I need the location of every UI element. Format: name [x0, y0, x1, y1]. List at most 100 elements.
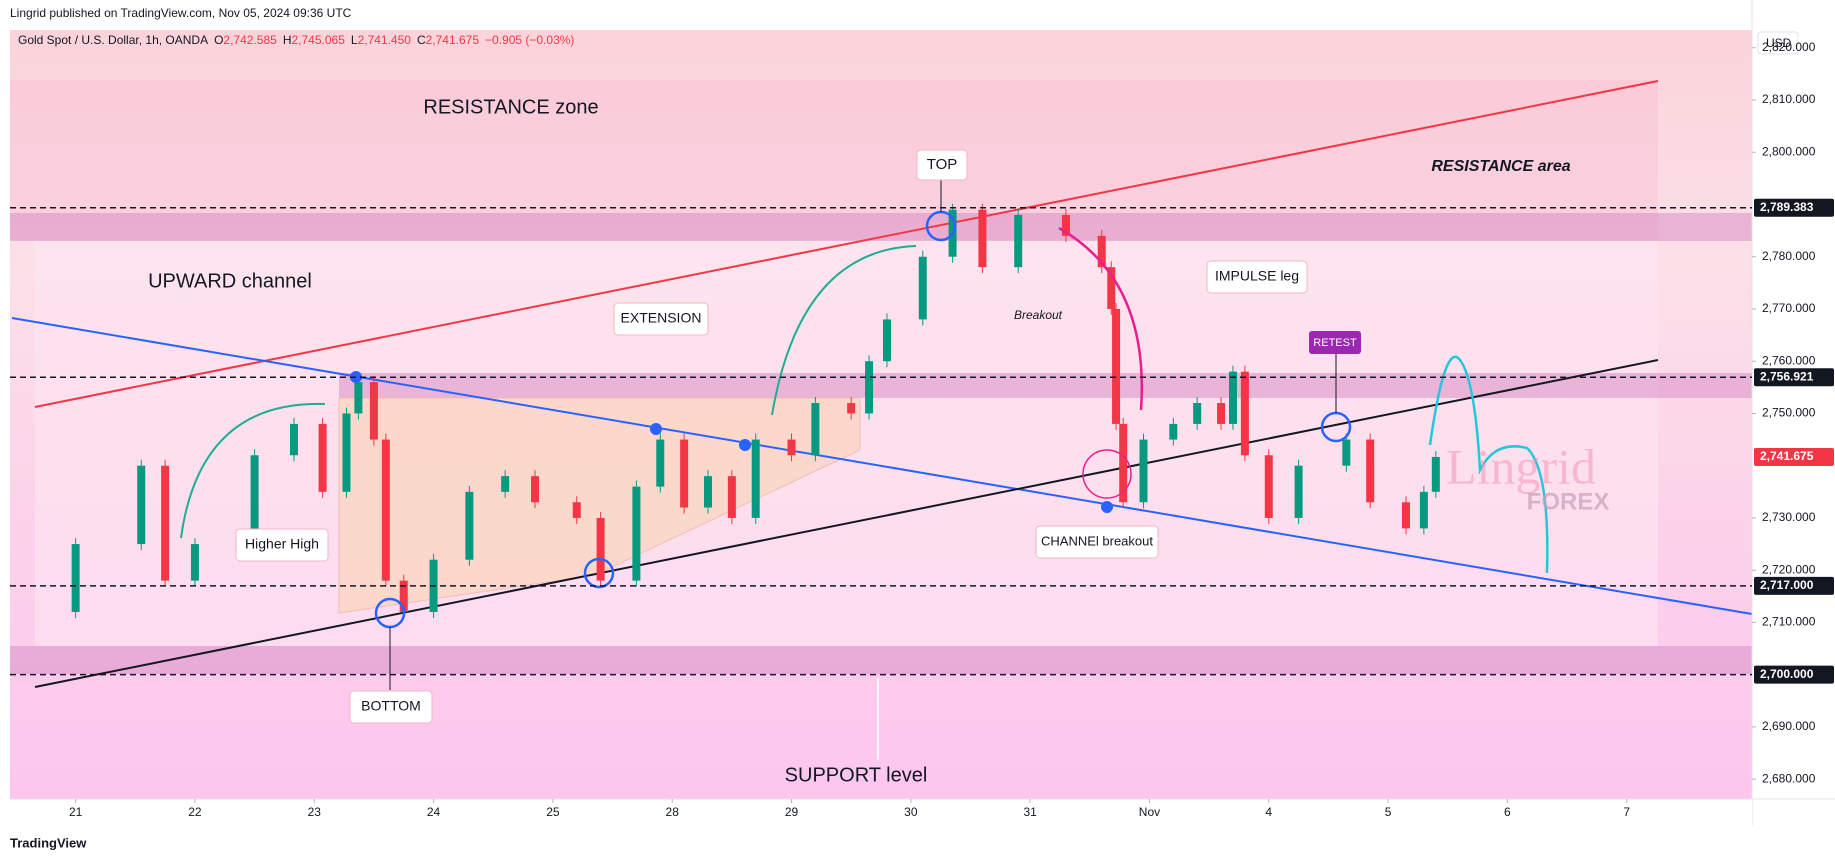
- annotation: EXTENSION: [621, 310, 702, 326]
- header-field: O: [214, 33, 223, 47]
- candle: [369, 382, 378, 440]
- candle: [1193, 403, 1202, 424]
- annotation: Breakout: [1014, 308, 1063, 322]
- y-tick-label: 2,770.000: [1762, 301, 1816, 315]
- candle: [1107, 267, 1116, 309]
- header-field: 2,742.585: [223, 33, 277, 47]
- candle: [632, 486, 641, 581]
- projection: [1428, 355, 1549, 574]
- header-field: L: [351, 33, 358, 47]
- candle: [847, 403, 856, 414]
- label-box: [1206, 260, 1308, 294]
- candle: [811, 403, 820, 456]
- x-tick-label: 6: [1504, 805, 1511, 819]
- candle: [727, 476, 736, 518]
- label-box: [235, 528, 329, 562]
- candle: [1139, 439, 1148, 503]
- level-tag: [1754, 576, 1834, 595]
- channel-line: [11, 317, 1753, 615]
- candle: [1119, 423, 1128, 503]
- x-tick-label: 31: [1023, 805, 1037, 819]
- x-tick-label: 24: [427, 805, 441, 819]
- y-tick-label: 2,730.000: [1762, 510, 1816, 524]
- candle: [787, 439, 796, 456]
- candle: [572, 502, 581, 518]
- dot: [739, 439, 751, 451]
- candle: [354, 382, 363, 414]
- currency-box: [1757, 31, 1799, 55]
- annotation: UPWARD channel: [148, 270, 312, 292]
- x-tick-label: 22: [188, 805, 202, 819]
- header-field: 2,745.065: [291, 33, 345, 47]
- y-tick-label: 2,710.000: [1762, 615, 1816, 629]
- level-tag: [1754, 368, 1834, 387]
- candle: [137, 465, 146, 545]
- header-field: H: [283, 33, 292, 47]
- level-label: 2,789.383: [1760, 200, 1814, 214]
- annotation: RESISTANCE area: [1431, 158, 1570, 175]
- dot: [1101, 501, 1113, 513]
- x-tick-label: 7: [1623, 805, 1630, 819]
- x-tick-label: 4: [1265, 805, 1272, 819]
- candle: [1264, 455, 1273, 518]
- candle: [1342, 439, 1351, 466]
- annotation: IMPULSE leg: [1215, 268, 1299, 284]
- y-tick-label: 2,720.000: [1762, 562, 1816, 576]
- label-box: [1035, 525, 1159, 559]
- label-box: [916, 149, 968, 181]
- publisher: Lingrid published on TradingView.com, No…: [10, 6, 352, 20]
- annotation: BOTTOM: [361, 698, 421, 714]
- y-tick-label: 2,780.000: [1762, 249, 1816, 263]
- level-label: 2,717.000: [1760, 578, 1814, 592]
- header-field: C: [417, 33, 426, 47]
- resistance-line: [34, 80, 1659, 408]
- candle: [342, 413, 351, 492]
- candle: [1294, 465, 1303, 518]
- candle: [1431, 456, 1440, 492]
- x-tick-label: 30: [904, 805, 918, 819]
- support-trend: [34, 359, 1659, 688]
- candle: [703, 476, 712, 508]
- label-box: [1309, 331, 1361, 354]
- candle: [918, 256, 927, 320]
- watermark: Lingrid: [1446, 438, 1596, 494]
- label-box: [349, 690, 433, 724]
- arrow: [1058, 226, 1144, 411]
- candle: [1169, 423, 1178, 440]
- y-tick-label: 2,680.000: [1762, 771, 1816, 785]
- level-tag: [1754, 447, 1834, 466]
- bottom-zone: [10, 646, 1752, 674]
- header-field: −0.905 (−0.03%): [485, 33, 574, 47]
- x-tick-label: 21: [69, 805, 83, 819]
- candle: [865, 361, 874, 414]
- arrow: [771, 245, 917, 416]
- annotation: RETEST: [1313, 337, 1357, 349]
- x-tick-label: 5: [1385, 805, 1392, 819]
- candle: [381, 439, 390, 581]
- currency: USD: [1766, 36, 1792, 50]
- x-tick-label: Nov: [1139, 805, 1160, 819]
- candle: [318, 423, 327, 492]
- candle: [1228, 371, 1237, 424]
- dots: [350, 371, 1113, 513]
- candle: [399, 580, 408, 612]
- label-box: [613, 302, 709, 336]
- y-tick-label: 2,690.000: [1762, 719, 1816, 733]
- time-axis: [10, 799, 1752, 826]
- y-tick-label: 2,800.000: [1762, 144, 1816, 158]
- candle: [680, 439, 689, 508]
- watermark: FOREX: [1527, 488, 1610, 515]
- x-tick-label: 29: [785, 805, 799, 819]
- circle: [583, 557, 615, 589]
- candle: [1366, 439, 1375, 503]
- x-tick-label: 23: [308, 805, 322, 819]
- candle: [1240, 371, 1249, 456]
- level-label: 2,741.675: [1760, 449, 1814, 463]
- x-tick-label: 28: [666, 805, 680, 819]
- level-label: 2,756.921: [1760, 369, 1814, 383]
- candle: [1097, 235, 1106, 268]
- annotation: Higher High: [245, 536, 319, 552]
- annotation: RESISTANCE zone: [423, 96, 598, 118]
- candle: [465, 491, 474, 560]
